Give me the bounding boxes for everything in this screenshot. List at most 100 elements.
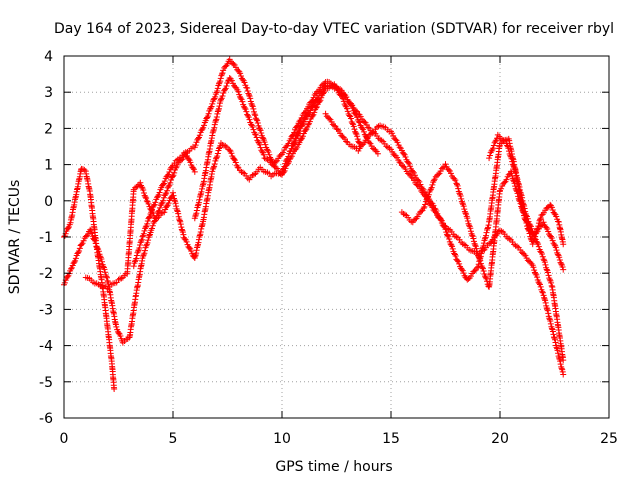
data-point-marker: [507, 152, 514, 159]
data-point-marker: [198, 188, 205, 195]
data-point-marker: [553, 213, 560, 220]
data-point-marker: [139, 233, 146, 240]
data-point-marker: [444, 232, 451, 239]
data-point-marker: [526, 230, 533, 237]
data-point-marker: [525, 228, 532, 235]
data-point-marker: [190, 165, 197, 172]
data-point-marker: [363, 121, 370, 128]
data-point-marker: [241, 104, 248, 111]
data-point-marker: [186, 244, 193, 251]
data-point-marker: [525, 226, 532, 233]
data-point-marker: [543, 304, 550, 311]
y-tick-label: -5: [39, 375, 53, 391]
data-point-marker: [448, 241, 455, 248]
data-point-marker: [539, 289, 546, 296]
data-point-marker: [201, 122, 208, 129]
data-point-marker: [234, 164, 241, 171]
data-point-marker: [217, 78, 224, 85]
data-point-marker: [479, 245, 486, 252]
data-point-marker: [484, 226, 491, 233]
data-point-marker: [235, 88, 242, 95]
data-point-marker: [534, 226, 541, 233]
data-point-marker: [145, 200, 152, 207]
data-point-marker: [482, 274, 489, 281]
data-point-marker: [204, 114, 211, 121]
data-point-marker: [222, 142, 229, 149]
data-point-marker: [142, 224, 149, 231]
data-point-marker: [101, 266, 108, 273]
data-point-marker: [91, 237, 98, 244]
data-point-marker: [254, 120, 261, 127]
data-point-marker: [173, 205, 180, 212]
data-point-marker: [546, 276, 553, 283]
data-point-marker: [461, 208, 468, 215]
data-point-marker: [214, 85, 221, 92]
data-point-marker: [244, 84, 251, 91]
data-point-marker: [541, 295, 548, 302]
y-tick-label: 2: [44, 121, 53, 137]
data-point-marker: [199, 126, 206, 133]
data-point-marker: [419, 185, 426, 192]
data-markers: [61, 56, 567, 393]
data-point-marker: [193, 210, 200, 217]
x-tick-label: 0: [60, 431, 69, 447]
data-point-marker: [76, 245, 83, 252]
data-point-marker: [137, 179, 144, 186]
data-point-marker: [530, 236, 537, 243]
data-point-marker: [217, 96, 224, 103]
data-point-marker: [162, 191, 169, 198]
data-point-marker: [141, 227, 148, 234]
series-satellite-track-8: [398, 161, 567, 290]
data-point-marker: [180, 231, 187, 238]
data-point-marker: [165, 200, 172, 207]
data-point-marker: [111, 386, 118, 393]
data-point-marker: [169, 163, 176, 170]
data-point-marker: [192, 142, 199, 149]
series-satellite-track-9: [486, 131, 567, 248]
data-point-marker: [557, 358, 564, 365]
data-point-marker: [394, 139, 401, 146]
data-point-marker: [520, 212, 527, 219]
data-point-marker: [462, 210, 469, 217]
data-point-marker: [133, 252, 140, 259]
data-point-marker: [179, 227, 186, 234]
data-point-marker: [523, 220, 530, 227]
data-point-marker: [524, 225, 531, 232]
data-point-marker: [550, 331, 557, 338]
data-point-marker: [461, 206, 468, 213]
data-point-marker: [217, 75, 224, 82]
series-satellite-track-6: [289, 82, 567, 378]
data-point-marker: [215, 80, 222, 87]
data-point-marker: [521, 251, 528, 258]
data-point-marker: [456, 190, 463, 197]
data-point-marker: [509, 158, 516, 165]
data-point-marker: [547, 318, 554, 325]
data-point-marker: [296, 128, 303, 135]
data-point-marker: [470, 235, 477, 242]
data-point-marker: [422, 201, 429, 208]
data-point-marker: [558, 260, 565, 267]
data-point-marker: [548, 235, 555, 242]
data-point-marker: [272, 158, 279, 165]
data-point-marker: [160, 181, 167, 188]
data-point-marker: [208, 103, 215, 110]
data-point-marker: [529, 241, 536, 248]
data-point-marker: [302, 127, 309, 134]
data-point-marker: [113, 323, 120, 330]
data-point-marker: [118, 275, 125, 282]
data-point-marker: [458, 195, 465, 202]
data-point-marker: [148, 225, 155, 232]
data-point-marker: [78, 241, 85, 248]
data-point-marker: [309, 112, 316, 119]
data-point-marker: [194, 202, 201, 209]
data-point-marker: [266, 151, 273, 158]
data-point-marker: [196, 196, 203, 203]
data-point-marker: [411, 172, 418, 179]
data-point-marker: [548, 279, 555, 286]
y-tick-label: 4: [44, 49, 53, 65]
data-point-marker: [212, 155, 219, 162]
data-point-marker: [363, 135, 370, 142]
data-point-marker: [483, 229, 490, 236]
data-point-marker: [146, 232, 153, 239]
